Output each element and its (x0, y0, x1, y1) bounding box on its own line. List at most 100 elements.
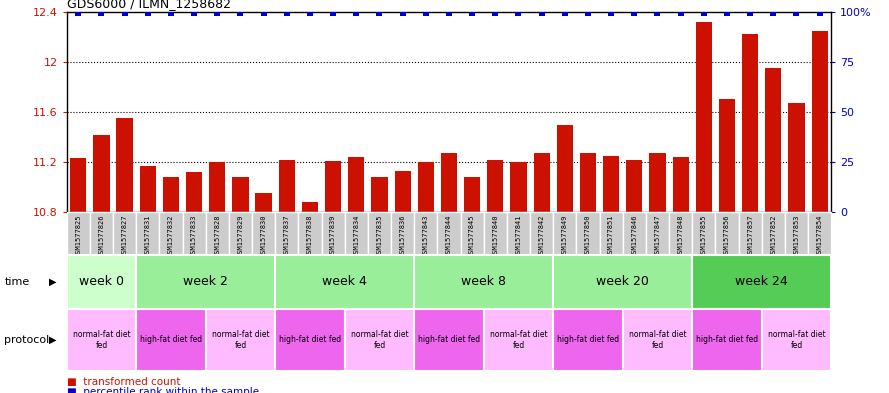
Point (627, 10, 641, 17)
Bar (696, 22, 712, 212)
Text: GSM1577838: GSM1577838 (307, 215, 313, 257)
Bar (785, 212, 808, 255)
Bar (762, 309, 831, 371)
Point (187, 10, 201, 17)
Point (210, 10, 224, 17)
Bar (205, 309, 276, 371)
Text: GSM1577845: GSM1577845 (469, 215, 475, 257)
Text: normal-fat diet
fed: normal-fat diet fed (490, 330, 548, 350)
Bar (302, 202, 318, 212)
Bar (209, 162, 226, 212)
Bar (205, 212, 228, 255)
Text: high-fat diet fed: high-fat diet fed (696, 336, 758, 344)
Bar (90, 212, 113, 255)
Text: GSM1577846: GSM1577846 (631, 215, 637, 257)
Text: GSM1577851: GSM1577851 (608, 215, 614, 257)
Text: GSM1577830: GSM1577830 (260, 215, 267, 257)
Bar (603, 156, 620, 212)
Point (720, 10, 734, 17)
Bar (372, 177, 388, 212)
Text: normal-fat diet
fed: normal-fat diet fed (629, 330, 686, 350)
Bar (322, 212, 345, 255)
Text: GSM1577832: GSM1577832 (168, 215, 174, 257)
Point (581, 10, 595, 17)
Bar (391, 212, 414, 255)
Text: week 24: week 24 (735, 275, 788, 288)
Bar (116, 118, 132, 212)
Bar (739, 212, 762, 255)
Bar (789, 103, 805, 212)
Text: GSM1577833: GSM1577833 (191, 215, 197, 257)
Text: GSM1577852: GSM1577852 (770, 215, 776, 257)
Bar (762, 212, 785, 255)
Bar (693, 255, 831, 309)
Bar (345, 309, 414, 371)
Text: GSM1577841: GSM1577841 (516, 215, 522, 257)
Bar (368, 212, 391, 255)
Text: normal-fat diet
fed: normal-fat diet fed (73, 330, 131, 350)
Bar (622, 309, 693, 371)
Text: normal-fat diet
fed: normal-fat diet fed (767, 330, 825, 350)
Bar (693, 309, 762, 371)
Text: week 4: week 4 (322, 275, 367, 288)
Bar (140, 166, 156, 212)
Bar (67, 309, 136, 371)
Bar (765, 68, 781, 212)
Bar (484, 309, 553, 371)
Point (164, 10, 178, 17)
Bar (487, 160, 503, 212)
Bar (553, 212, 576, 255)
Text: ■  percentile rank within the sample: ■ percentile rank within the sample (67, 387, 259, 393)
Bar (461, 212, 484, 255)
Point (94, 10, 108, 17)
Bar (276, 255, 414, 309)
Bar (136, 212, 159, 255)
Bar (672, 157, 689, 212)
Text: protocol: protocol (4, 335, 50, 345)
Bar (276, 212, 299, 255)
Bar (693, 212, 716, 255)
Text: GSM1577827: GSM1577827 (122, 215, 128, 257)
Text: GSM1577855: GSM1577855 (701, 215, 707, 257)
Bar (395, 171, 411, 212)
Bar (626, 160, 643, 212)
Text: normal-fat diet
fed: normal-fat diet fed (350, 330, 408, 350)
Point (813, 10, 827, 17)
Text: GSM1577848: GSM1577848 (677, 215, 684, 257)
Text: GSM1577842: GSM1577842 (539, 215, 545, 257)
Bar (553, 255, 693, 309)
Point (372, 10, 387, 17)
Point (651, 10, 665, 17)
Bar (67, 255, 136, 309)
Bar (812, 31, 828, 212)
Bar (719, 99, 735, 212)
Point (71, 10, 85, 17)
Point (465, 10, 479, 17)
Text: GSM1577843: GSM1577843 (423, 215, 428, 257)
Bar (553, 309, 622, 371)
Bar (278, 160, 295, 212)
Text: ▶: ▶ (49, 335, 56, 345)
Bar (276, 309, 345, 371)
Bar (67, 212, 90, 255)
Text: time: time (4, 277, 29, 287)
Bar (325, 161, 341, 212)
Text: GSM1577826: GSM1577826 (99, 215, 104, 257)
Text: GSM1577857: GSM1577857 (747, 215, 753, 257)
Bar (742, 34, 758, 212)
Bar (345, 212, 368, 255)
Bar (484, 212, 507, 255)
Text: GSM1577835: GSM1577835 (376, 215, 382, 257)
Text: GDS6000 / ILMN_1258682: GDS6000 / ILMN_1258682 (67, 0, 230, 10)
Bar (437, 212, 461, 255)
Text: GSM1577836: GSM1577836 (400, 215, 405, 257)
Bar (510, 162, 526, 212)
Bar (113, 212, 136, 255)
Text: GSM1577850: GSM1577850 (585, 215, 591, 257)
Text: GSM1577825: GSM1577825 (76, 215, 81, 257)
Point (280, 10, 294, 17)
Point (743, 10, 757, 17)
Text: high-fat diet fed: high-fat diet fed (140, 336, 202, 344)
Bar (533, 153, 549, 212)
Point (511, 10, 525, 17)
